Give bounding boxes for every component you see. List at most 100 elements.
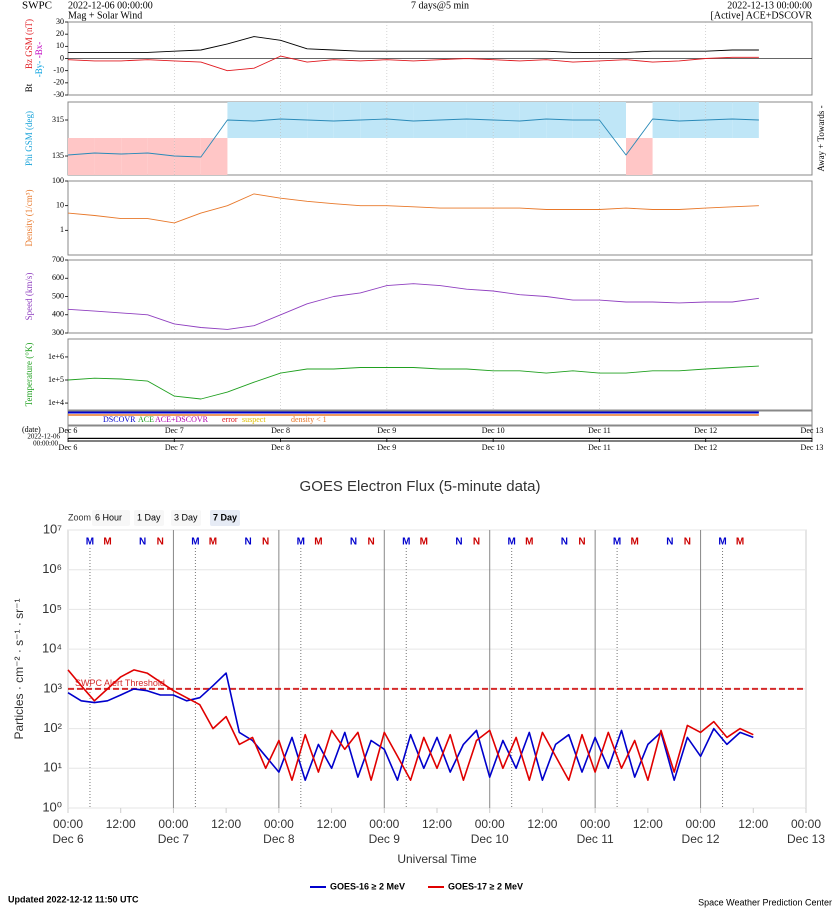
x-tick-label: Dec 10 <box>482 426 505 435</box>
title: 7 days@5 min <box>411 0 469 11</box>
y-tick-label: 0 <box>60 53 64 62</box>
marker-label: N <box>473 537 480 548</box>
threshold-label: SWPC Alert Threshold <box>75 678 165 688</box>
marker-label: M <box>103 537 111 548</box>
x-tick-label: Dec 7 <box>165 443 184 452</box>
panel-frame <box>67 180 813 256</box>
zoom-button-label[interactable]: 7 Day <box>213 512 237 522</box>
x-tick-label: Dec 11 <box>588 426 611 435</box>
panel-label: -Bx- <box>34 42 44 59</box>
plot-area <box>67 529 807 809</box>
panel-label: Bz GSM (nT) <box>24 19 34 69</box>
x-tick-label: 12:00 <box>527 817 557 831</box>
zoom-button[interactable] <box>210 510 240 526</box>
sector-shade <box>68 138 95 175</box>
sector-shade <box>147 138 175 175</box>
y-tick-label: 1 <box>60 225 64 234</box>
y-tick-label: 135 <box>52 151 64 160</box>
y-tick-label: 10⁶ <box>42 561 62 576</box>
x-tick-label: 00:00 <box>475 817 505 831</box>
x-date-label: Dec 10 <box>471 832 509 846</box>
x-start-date: 2022-12-06 <box>27 433 60 441</box>
y-tick-label: 10 <box>56 200 64 209</box>
y-tick-label: 315 <box>52 115 64 124</box>
x-tick-label: Dec 11 <box>588 443 611 452</box>
end-time: 2022-12-13 00:00:00 <box>727 0 812 11</box>
x-date-label: Dec 9 <box>369 832 401 846</box>
x-tick-label: Dec 10 <box>482 443 505 452</box>
marker-label: M <box>631 537 639 548</box>
zoom-button[interactable] <box>134 510 164 526</box>
marker-label: N <box>561 537 568 548</box>
legend-label[interactable]: GOES-16 ≥ 2 MeV <box>330 881 405 891</box>
x-tick-label: 12:00 <box>106 817 136 831</box>
start-time: 2022-12-06 00:00:00 <box>68 0 153 11</box>
data-source: [Active] ACE+DSCOVR <box>711 10 813 21</box>
marker-label: N <box>262 537 269 548</box>
y-tick-label: 10² <box>43 720 62 735</box>
panel-label: -By- <box>34 61 44 78</box>
y-tick-label: -10 <box>53 65 64 74</box>
x-tick-label: 00:00 <box>158 817 188 831</box>
panel-label: Temperature (°K) <box>24 343 34 407</box>
y-tick-label: 30 <box>56 17 64 26</box>
x-tick-label: 00:00 <box>791 817 821 831</box>
source-legend-label: DSCOVR <box>103 415 136 424</box>
panel-label: Speed (km/s) <box>24 273 34 321</box>
zoom-button[interactable] <box>92 510 130 526</box>
y-tick-label: 1e+4 <box>48 398 64 407</box>
x-date-label: Dec 6 <box>52 832 84 846</box>
panel-frame <box>67 338 813 411</box>
goes-flux-chart: GOES Electron Flux (5-minute data) Zoom 6 … <box>12 478 825 891</box>
marker-label: M <box>736 537 744 548</box>
x-tick-label: Dec 13 <box>801 426 824 435</box>
x-tick-label: Dec 9 <box>377 426 396 435</box>
zoom-button-label[interactable]: 3 Day <box>174 512 198 522</box>
data-line <box>68 36 759 53</box>
x-tick-label: Dec 8 <box>271 443 290 452</box>
marker-label: N <box>244 537 251 548</box>
flux-line <box>67 669 754 781</box>
marker-label: M <box>525 537 533 548</box>
y-tick-label: 700 <box>52 255 64 264</box>
y-tick-label: 10³ <box>43 680 62 695</box>
zoom-button-label[interactable]: 6 Hour <box>95 512 122 522</box>
marker-label: M <box>402 537 410 548</box>
marker-label: M <box>209 537 217 548</box>
x-tick-label: 00:00 <box>264 817 294 831</box>
marker-label: N <box>139 537 146 548</box>
panel-label: Density (1/cm³) <box>24 190 34 247</box>
zoom-button[interactable] <box>171 510 201 526</box>
source-legend-label: ACE <box>138 415 154 424</box>
marker-label: M <box>718 537 726 548</box>
zoom-label: Zoom <box>68 512 91 522</box>
x-tick-label: Dec 12 <box>694 443 717 452</box>
x-tick-label: Dec 9 <box>377 443 396 452</box>
source-legend-label: ACE+DSCOVR <box>155 415 209 424</box>
x-start-time: 00:00:00 <box>33 440 58 448</box>
x-tick-label: 00:00 <box>686 817 716 831</box>
data-line <box>67 118 759 158</box>
panel-label: Bt <box>24 83 34 92</box>
marker-label: M <box>191 537 199 548</box>
marker-label: N <box>350 537 357 548</box>
panel-right-label: Away + Towards - <box>816 105 826 171</box>
y-tick-label: 500 <box>52 291 64 300</box>
x-tick-label: 12:00 <box>633 817 663 831</box>
x-date-label: Dec 13 <box>787 832 825 846</box>
marker-label: M <box>297 537 305 548</box>
x-tick-label: 12:00 <box>422 817 452 831</box>
panel-label: Phi GSM (deg) <box>24 111 34 166</box>
zoom-button-label[interactable]: 1 Day <box>137 512 161 522</box>
y-tick-label: -20 <box>53 78 64 87</box>
legend-label[interactable]: GOES-17 ≥ 2 MeV <box>448 881 523 891</box>
marker-label: M <box>314 537 322 548</box>
y-tick-label: 100 <box>52 176 64 185</box>
sector-shade <box>626 138 653 175</box>
x-date-label: Dec 7 <box>158 832 190 846</box>
source-legend-label: error <box>222 415 238 424</box>
y-tick-label: 400 <box>52 310 64 319</box>
x-tick-label: 12:00 <box>317 817 347 831</box>
subtitle: Mag + Solar Wind <box>68 10 142 21</box>
